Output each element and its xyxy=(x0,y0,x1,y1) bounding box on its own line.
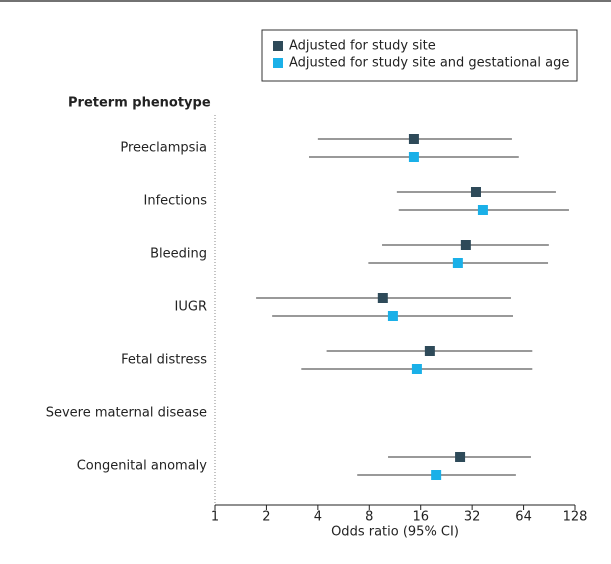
point-estimate xyxy=(408,152,419,162)
point-estimate xyxy=(460,240,471,250)
point-estimate xyxy=(411,364,422,374)
legend-swatch xyxy=(273,58,283,68)
point-estimate xyxy=(377,293,388,303)
category-label: Preeclampsia xyxy=(120,141,207,156)
x-tick-label: 4 xyxy=(314,510,322,525)
point-estimate xyxy=(424,346,435,356)
x-tick-label: 2 xyxy=(262,510,270,525)
point-estimate xyxy=(387,311,398,321)
x-label: Odds ratio (95% CI) xyxy=(331,525,459,540)
x-tick-label: 16 xyxy=(412,510,429,525)
point-estimate xyxy=(431,470,442,480)
x-tick-label: 8 xyxy=(365,510,373,525)
point-estimate xyxy=(452,258,463,268)
x-tick-label: 32 xyxy=(464,510,481,525)
legend-label: Adjusted for study site xyxy=(289,39,436,54)
x-tick-label: 128 xyxy=(563,510,588,525)
y-title: Preterm phenotype xyxy=(68,96,211,111)
legend-box xyxy=(261,29,578,82)
point-estimate xyxy=(477,205,488,215)
point-estimate xyxy=(408,134,419,144)
legend-swatch xyxy=(273,41,283,51)
x-tick-label: 64 xyxy=(515,510,532,525)
category-label: IUGR xyxy=(175,300,207,315)
category-label: Bleeding xyxy=(150,247,207,262)
category-label: Infections xyxy=(144,194,208,209)
category-label: Severe maternal disease xyxy=(46,406,207,421)
category-label: Congenital anomaly xyxy=(77,459,208,474)
point-estimate xyxy=(455,452,466,462)
category-label: Fetal distress xyxy=(121,353,207,368)
point-estimate xyxy=(470,187,481,197)
legend-label: Adjusted for study site and gestational … xyxy=(289,56,569,71)
x-tick-label: 1 xyxy=(211,510,219,525)
